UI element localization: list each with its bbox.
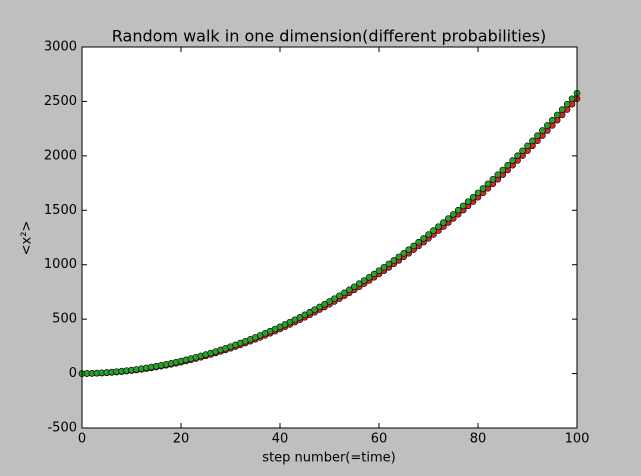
point: [355, 280, 363, 287]
point: [543, 122, 551, 129]
y-tick-label: 3000: [44, 40, 77, 55]
point: [524, 142, 531, 150]
point: [336, 292, 343, 300]
x-tick-label: 20: [173, 432, 190, 447]
point: [474, 189, 482, 197]
y-tick-label: -500: [47, 421, 77, 436]
point: [360, 277, 368, 284]
point: [534, 132, 541, 140]
y-tick-label: 1500: [44, 203, 77, 218]
point: [568, 95, 576, 103]
y-tick-label: 500: [52, 312, 77, 327]
point: [345, 286, 353, 294]
x-tick-label: 80: [470, 432, 487, 447]
point: [514, 152, 521, 159]
x-tick-label: 100: [565, 432, 590, 447]
point: [311, 306, 318, 313]
y-tick-label: 2500: [44, 94, 77, 109]
y-axis-label: <x²>: [20, 221, 35, 256]
point: [469, 193, 477, 201]
point: [326, 298, 333, 305]
point: [563, 100, 571, 108]
point: [464, 198, 472, 205]
plot-area: [82, 47, 577, 428]
x-axis-label: step number(=time): [262, 451, 395, 466]
point: [415, 238, 422, 246]
point: [529, 137, 536, 145]
point: [548, 116, 556, 124]
y-tick-label: 2000: [44, 148, 77, 163]
point: [375, 267, 383, 275]
point: [558, 106, 566, 113]
y-tick-label: 0: [69, 366, 77, 381]
point: [410, 242, 417, 250]
point: [454, 206, 462, 214]
point: [489, 176, 497, 183]
point: [350, 283, 358, 291]
point: [365, 273, 373, 281]
point: [519, 147, 526, 155]
point: [459, 202, 467, 210]
point: [539, 127, 546, 134]
y-tick-label: 1000: [44, 257, 77, 272]
point: [420, 235, 427, 242]
x-tick-label: 40: [272, 432, 289, 447]
point: [430, 227, 437, 234]
point: [341, 289, 348, 297]
plot-frame: [81, 46, 578, 429]
point: [405, 246, 413, 253]
point: [385, 260, 393, 268]
point: [553, 111, 561, 119]
point: [380, 264, 388, 271]
point: [440, 219, 447, 226]
point: [425, 231, 432, 238]
point: [494, 171, 502, 178]
point: [331, 295, 338, 302]
point: [499, 166, 507, 174]
point: [435, 223, 442, 230]
point: [400, 249, 408, 257]
chart-title: Random walk in one dimension(different p…: [112, 27, 546, 46]
point: [504, 161, 512, 169]
point: [395, 253, 403, 261]
point: [449, 211, 457, 218]
point: [390, 257, 398, 264]
point: [444, 215, 452, 222]
point: [509, 157, 516, 164]
point: [370, 270, 378, 278]
point: [321, 300, 328, 308]
point: [484, 180, 492, 188]
x-tick-label: 0: [78, 432, 86, 447]
x-tick-label: 60: [371, 432, 388, 447]
point: [479, 185, 487, 192]
point: [316, 303, 323, 311]
